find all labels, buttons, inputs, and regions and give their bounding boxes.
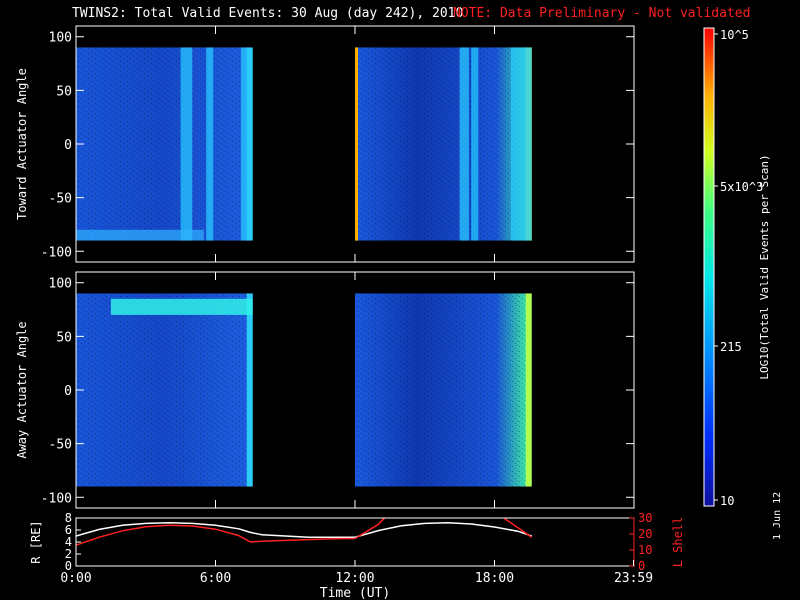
y-axis-label: Away Actuator Angle	[15, 321, 29, 458]
colorbar: 10 215 5x10^3 10^5 LOG10(Total Valid Events …	[703, 27, 771, 508]
right-tick-label: 0	[638, 559, 645, 573]
left-tick-label: 0	[65, 559, 72, 573]
colorbar-tick-label: 5x10^3	[720, 180, 763, 194]
y-tick-label: -100	[41, 245, 72, 260]
y-tick-label: 100	[49, 277, 72, 292]
x-axis-label: Time (UT)	[320, 586, 390, 600]
segment-start-edge	[355, 47, 358, 241]
colorbar-tick-label: 10	[720, 494, 734, 508]
colorbar-tick-label: 10^5	[720, 28, 749, 42]
toward-panel: 100 50 0 -50 -100 Toward Actuator Angle	[15, 25, 635, 263]
right-axis-label: L Shell	[671, 517, 685, 568]
x-tick-label: 18:00	[475, 571, 514, 586]
bright-column	[522, 47, 532, 241]
bright-column	[459, 47, 469, 241]
plot-title: TWINS2: Total Valid Events: 30 Aug (day …	[72, 6, 464, 21]
series-line	[76, 518, 386, 546]
y-tick-label: -50	[49, 438, 72, 453]
low-angle-band	[76, 229, 204, 241]
segment-edge	[246, 293, 253, 487]
right-tick-label: 30	[638, 511, 652, 525]
segment-edge	[525, 293, 532, 487]
x-tick-label: 23:59	[614, 571, 653, 586]
x-tick-label: 12:00	[335, 571, 374, 586]
bright-column	[180, 47, 193, 241]
away-panel: 100 50 0 -50 -100 Away Actuator Angle	[15, 271, 635, 509]
y-tick-label: 100	[49, 31, 72, 46]
colorbar-tick-label: 215	[720, 340, 742, 354]
right-tick-label: 20	[638, 527, 652, 541]
bright-column	[241, 47, 250, 241]
y-tick-label: 50	[56, 330, 72, 345]
bright-column	[471, 47, 479, 241]
left-tick-label: 2	[65, 547, 72, 561]
data-segment-noise	[355, 293, 532, 487]
segment-edge	[246, 47, 253, 241]
series-line	[76, 522, 532, 538]
colorbar-scale	[703, 27, 715, 507]
x-tick-label: 0:00	[60, 571, 91, 586]
bright-column	[206, 47, 214, 241]
left-axis-label: R [RE]	[29, 520, 43, 563]
left-tick-label: 4	[65, 535, 72, 549]
colorbar-label: LOG10(Total Valid Events per Scan)	[758, 154, 771, 379]
y-tick-label: 0	[64, 384, 72, 399]
series-line	[502, 518, 533, 538]
bright-column	[510, 47, 523, 241]
left-tick-label: 6	[65, 523, 72, 537]
y-tick-label: -50	[49, 192, 72, 207]
data-segment-noise	[76, 293, 253, 487]
y-tick-label: 50	[56, 84, 72, 99]
y-tick-label: -100	[41, 491, 72, 506]
y-tick-label: 0	[64, 138, 72, 153]
x-tick-label: 6:00	[200, 571, 231, 586]
preliminary-note: NOTE: Data Preliminary - Not validated	[453, 6, 751, 21]
left-tick-label: 8	[65, 511, 72, 525]
high-angle-band	[110, 298, 253, 315]
y-axis-label: Toward Actuator Angle	[15, 68, 29, 220]
data-segment-noise	[355, 47, 532, 241]
right-tick-label: 10	[638, 543, 652, 557]
data-segment-noise	[76, 47, 253, 241]
